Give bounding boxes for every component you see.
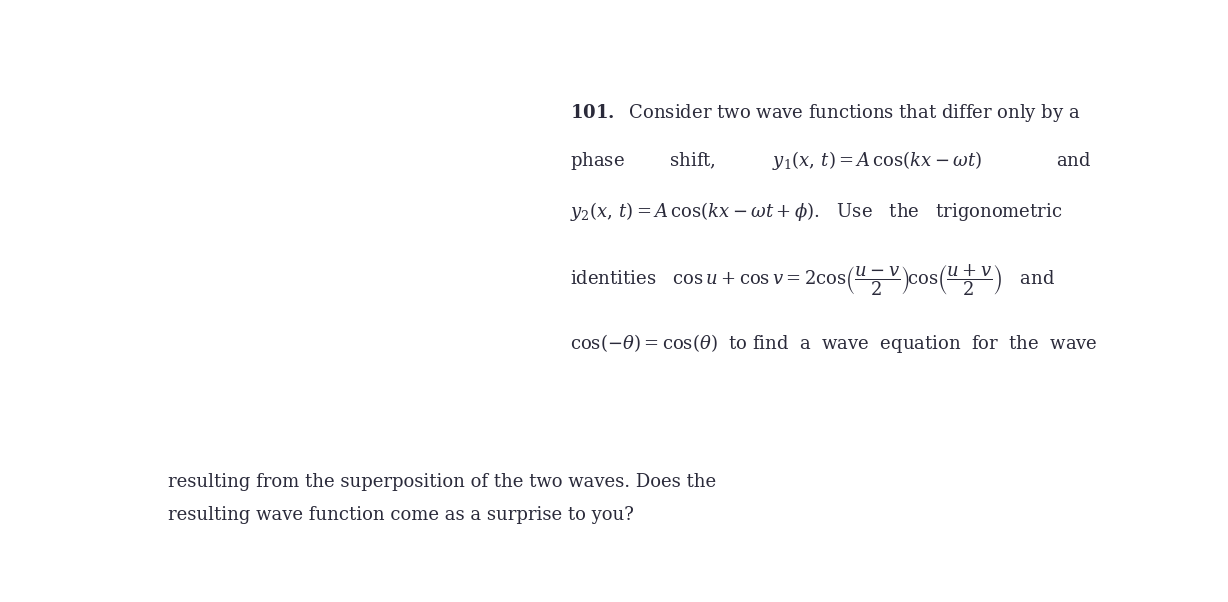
Text: identities   $\cos u + \cos v = 2\cos\!\left(\dfrac{u - v}{2}\right)\!\cos\!\lef: identities $\cos u + \cos v = 2\cos\!\le…	[570, 262, 1056, 298]
Text: $\cos(-\theta) = \cos(\theta)$  to find  a  wave  equation  for  the  wave: $\cos(-\theta) = \cos(\theta)$ to find a…	[570, 332, 1098, 355]
Text: resulting wave function come as a surprise to you?: resulting wave function come as a surpri…	[168, 506, 634, 524]
Text: $y_2(x,\, t) = A\,\mathrm{cos}(kx - \omega t + \phi)$.   Use   the   trigonometr: $y_2(x,\, t) = A\,\mathrm{cos}(kx - \ome…	[570, 200, 1062, 223]
Text: $\mathbf{101.}$  Consider two wave functions that differ only by a: $\mathbf{101.}$ Consider two wave functi…	[570, 102, 1081, 125]
Text: phase        shift,          $y_1(x,\, t) = A\,\mathrm{cos}(kx - \omega t)$     : phase shift, $y_1(x,\, t) = A\,\mathrm{c…	[570, 149, 1092, 172]
Text: resulting from the superposition of the two waves. Does the: resulting from the superposition of the …	[168, 473, 716, 491]
